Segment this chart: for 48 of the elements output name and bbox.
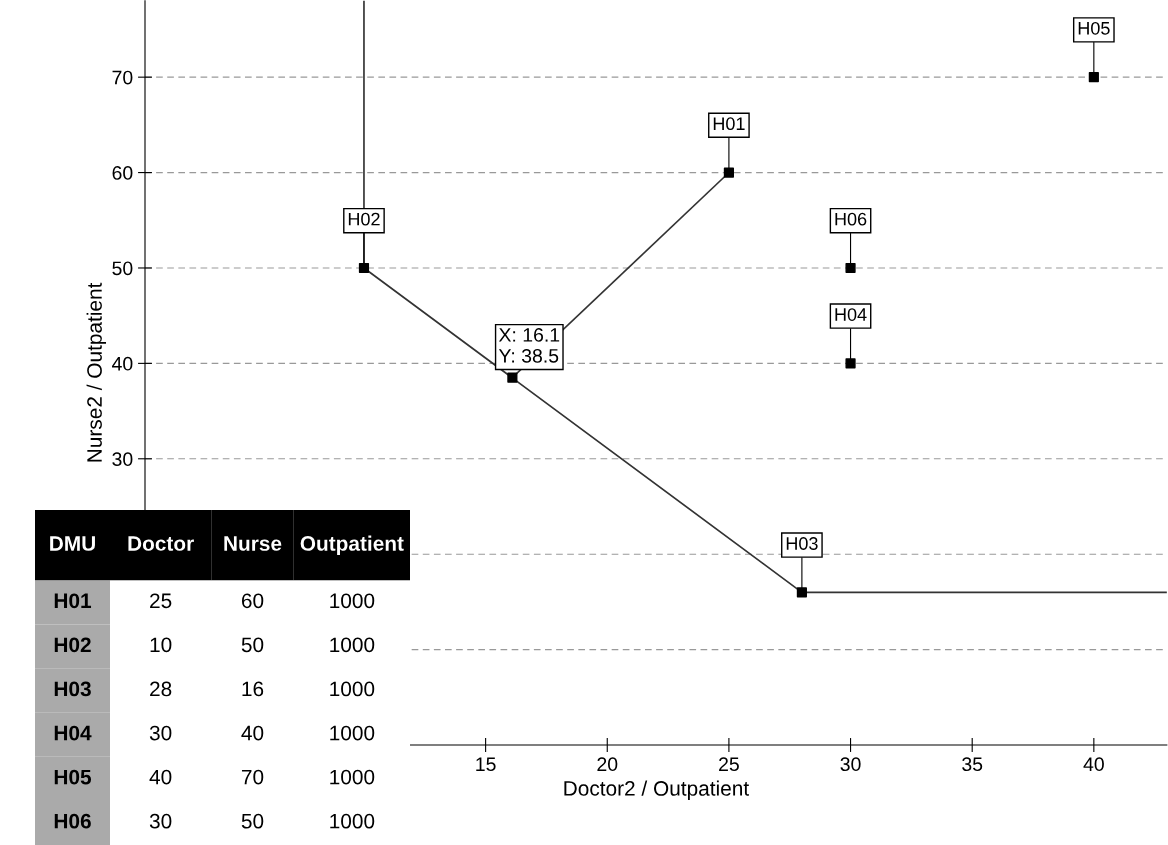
text: H02 — [54, 637, 91, 653]
text: DMU — [50, 536, 95, 551]
annotation: 16 — [242, 681, 264, 697]
text: 70 — [241, 769, 264, 785]
text: H04 — [54, 725, 92, 741]
annotation: 50 — [241, 637, 264, 653]
y-tick-label: 40 — [112, 356, 133, 371]
annotation: Outpatient — [300, 535, 404, 555]
data-label: H02 — [348, 212, 380, 226]
annotation: X: 16.1 Y: 38.5 — [498, 328, 560, 363]
data-label: H05 — [1078, 21, 1110, 35]
annotation: 28 — [150, 681, 172, 697]
text: H05 — [54, 769, 92, 785]
y-tick-label: 30 — [112, 452, 133, 467]
annotation: Nurse — [224, 536, 282, 551]
x-tick-label: 20 — [597, 757, 618, 772]
y-tick-label: 50 — [112, 261, 133, 276]
data-label: H03 — [786, 537, 818, 550]
x-axis-title: Doctor2 / Outpatient — [564, 780, 749, 800]
x-tick-label: 15 — [476, 757, 496, 772]
data-label: H06 — [835, 212, 867, 226]
y-tick-label: 70 — [112, 70, 133, 85]
annotation: 25 — [150, 593, 172, 609]
text: 50 — [241, 813, 264, 829]
text: 40 — [149, 769, 172, 785]
data-label: H01 — [713, 117, 745, 131]
annotation: 1000 — [330, 725, 375, 741]
annotation: 1000 — [330, 637, 375, 653]
data-label: H04 — [835, 308, 867, 321]
x-tick-label: 40 — [1083, 757, 1104, 772]
annotation: 60 — [241, 593, 264, 609]
annotation: 1000 — [330, 593, 375, 609]
text: H01 — [54, 593, 92, 609]
annotation: 30 — [149, 725, 172, 741]
annotation: 10 — [150, 637, 172, 653]
text: H06 — [54, 813, 91, 829]
x-tick-label: 35 — [962, 757, 983, 772]
y-tick-label: 60 — [112, 166, 133, 180]
annotation: Doctor — [128, 536, 194, 551]
text: 30 — [149, 813, 172, 829]
annotation: 1000 — [330, 681, 375, 697]
x-tick-label: 25 — [719, 757, 739, 772]
text: H03 — [54, 681, 91, 697]
text: 1000 — [330, 813, 375, 829]
y-axis-title: Nurse2 / Outpatient — [86, 282, 107, 462]
annotation: 40 — [241, 725, 264, 741]
x-tick-label: 30 — [840, 757, 861, 772]
text: 1000 — [330, 769, 375, 785]
